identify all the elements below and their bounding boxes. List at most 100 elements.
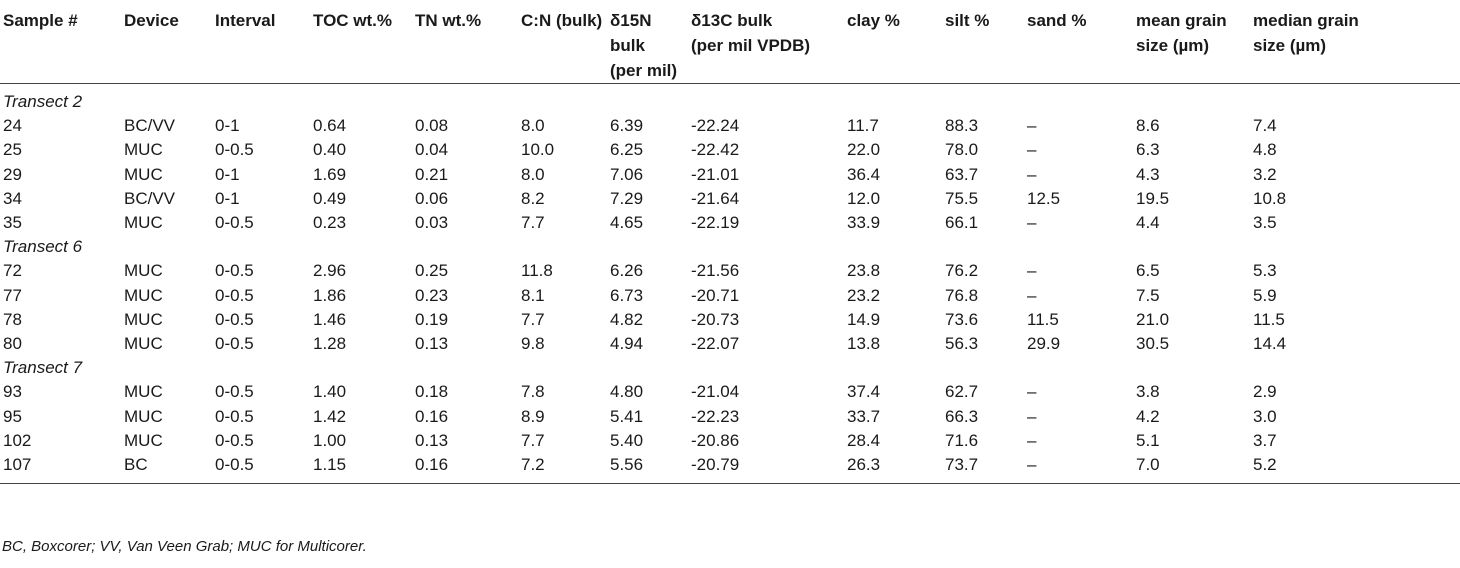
table-cell: 3.0 xyxy=(1253,406,1277,426)
table-cell: 1.86 xyxy=(313,285,347,305)
table-cell: 10.8 xyxy=(1253,188,1287,208)
table-cell: 0.64 xyxy=(313,116,347,136)
column-header: Device xyxy=(121,8,212,84)
section-row: Transect 7 xyxy=(0,356,1460,380)
table-cell: 29.9 xyxy=(1027,333,1061,353)
table-cell: 1.40 xyxy=(313,382,347,402)
column-header-line: δ13C bulk xyxy=(691,11,773,30)
table-row: 72 MUC 0-0.5 2.96 0.25 11.8 6.26 -21.56 23.8 76.2… xyxy=(0,259,1460,283)
table-row: 34 BC/VV 0-1 0.49 0.06 8.2 7.29 -21.64 12.0 75.5 1… xyxy=(0,187,1460,211)
table-cell: 7.7 xyxy=(521,309,545,329)
table-cell: 0.25 xyxy=(415,261,449,281)
table-cell: 11.5 xyxy=(1027,309,1059,329)
table-cell: 8.9 xyxy=(521,406,545,426)
table-cell: 0-0.5 xyxy=(215,382,254,402)
table-cell: 30.5 xyxy=(1136,333,1170,353)
column-header-line: sand % xyxy=(1027,11,1087,30)
table-cell: -22.42 xyxy=(691,140,740,160)
table-cell: -22.19 xyxy=(691,213,740,233)
table-cell: 75.5 xyxy=(945,188,979,208)
table-cell: 6.73 xyxy=(610,285,644,305)
table-cell: 5.41 xyxy=(610,406,644,426)
table-cell: 5.3 xyxy=(1253,261,1277,281)
table-cell: 2.9 xyxy=(1253,382,1277,402)
table-cell: 8.2 xyxy=(521,188,545,208)
table-cell: 102 xyxy=(3,430,32,450)
table-cell: – xyxy=(1027,213,1037,233)
table-cell: -22.23 xyxy=(691,406,740,426)
table-cell: 6.26 xyxy=(610,261,644,281)
table-cell: 8.0 xyxy=(521,116,545,136)
table-cell: 6.5 xyxy=(1136,261,1160,281)
table-cell: 4.82 xyxy=(610,309,644,329)
table-cell: 0-1 xyxy=(215,164,240,184)
table-row: 95 MUC 0-0.5 1.42 0.16 8.9 5.41 -22.23 33.7 66.3 –… xyxy=(0,404,1460,428)
table-cell: 4.65 xyxy=(610,213,644,233)
column-header-line: TOC wt.% xyxy=(313,11,393,30)
table-cell: 0-0.5 xyxy=(215,406,254,426)
header-row: Sample # Device Interval TOC wt.% TN wt.% C:N… xyxy=(0,8,1460,84)
table-cell: 80 xyxy=(3,333,22,353)
table-cell: MUC xyxy=(124,333,163,353)
data-table: Sample # Device Interval TOC wt.% TN wt.% C:N… xyxy=(0,8,1460,484)
table-cell: 4.94 xyxy=(610,333,644,353)
table-cell: -20.79 xyxy=(688,452,844,484)
table-cell: 8.0 xyxy=(521,164,545,184)
column-header-line: size (µm) xyxy=(1136,36,1210,55)
table-cell: – xyxy=(1027,261,1037,281)
table-body: Transect 2 24 BC/VV 0-1 0.64 0.08 8.0 6.39 -22.2… xyxy=(0,84,1460,484)
table-cell: 10.0 xyxy=(521,140,555,160)
table-cell: 0.18 xyxy=(415,382,449,402)
table-cell: BC/VV xyxy=(124,188,176,208)
table-cell: 0-0.5 xyxy=(215,333,254,353)
table-cell: 4.2 xyxy=(1136,406,1160,426)
table-row: 25 MUC 0-0.5 0.40 0.04 10.0 6.25 -22.42 22.0 78.0… xyxy=(0,138,1460,162)
table-cell: MUC xyxy=(124,430,163,450)
table-cell: 0-0.5 xyxy=(215,430,254,450)
table-cell: – xyxy=(1027,116,1037,136)
table-cell: 1.69 xyxy=(313,164,347,184)
table-cell: 37.4 xyxy=(847,382,881,402)
table-row: 78 MUC 0-0.5 1.46 0.19 7.7 4.82 -20.73 14.9 73.6 1… xyxy=(0,308,1460,332)
table-cell: 88.3 xyxy=(945,116,979,136)
table-cell: 4.4 xyxy=(1136,213,1160,233)
table-cell: -22.24 xyxy=(691,116,740,136)
table-cell: 33.7 xyxy=(847,406,881,426)
table-cell: 72 xyxy=(3,261,22,281)
table-cell: – xyxy=(1027,140,1037,160)
table-row: 80 MUC 0-0.5 1.28 0.13 9.8 4.94 -22.07 13.8 56.3 2… xyxy=(0,332,1460,356)
table-cell: 62.7 xyxy=(945,382,979,402)
column-header-line: C:N (bulk) xyxy=(521,11,603,30)
table-cell: -20.73 xyxy=(691,309,740,329)
column-header-line: (per mil) xyxy=(610,61,678,80)
table-footnote: BC, Boxcorer; VV, Van Veen Grab; MUC for… xyxy=(2,538,367,555)
table-cell: 66.1 xyxy=(945,213,979,233)
column-header-line: median grain xyxy=(1253,11,1359,30)
table-cell: 0.16 xyxy=(415,406,449,426)
column-header-line: (per mil VPDB) xyxy=(691,36,811,55)
table-cell: 0.13 xyxy=(415,333,449,353)
table-cell: 95 xyxy=(3,406,22,426)
table-cell: MUC xyxy=(124,164,163,184)
table-cell: 3.8 xyxy=(1136,382,1160,402)
table-cell: 28.4 xyxy=(847,430,881,450)
table-cell: 56.3 xyxy=(945,333,979,353)
section-row: Transect 2 xyxy=(0,84,1460,115)
table-cell: 14.4 xyxy=(1253,333,1287,353)
column-header: Sample # xyxy=(0,8,121,84)
table-cell: 1.42 xyxy=(313,406,347,426)
table-cell: 0-0.5 xyxy=(215,285,254,305)
column-header: mean grain size (µm) xyxy=(1133,8,1250,84)
table-cell: 66.3 xyxy=(945,406,979,426)
table-cell: 4.80 xyxy=(610,382,644,402)
table-cell: 0.16 xyxy=(412,452,518,484)
table-cell: 26.3 xyxy=(844,452,942,484)
table-cell: 78 xyxy=(3,309,22,329)
table-cell: 34 xyxy=(3,188,22,208)
table-cell: 93 xyxy=(3,382,22,402)
table-row: 102 MUC 0-0.5 1.00 0.13 7.7 5.40 -20.86 28.4 71.6… xyxy=(0,429,1460,453)
table-cell: 22.0 xyxy=(847,140,881,160)
table-cell: 24 xyxy=(3,116,22,136)
table-cell: 0.21 xyxy=(415,164,449,184)
